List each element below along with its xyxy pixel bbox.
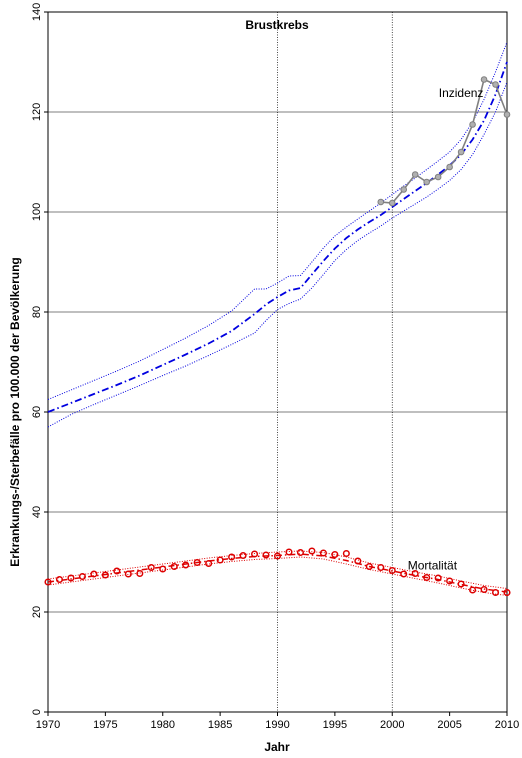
x-tick-label: 1975 bbox=[93, 719, 117, 731]
mortality-data-point bbox=[228, 553, 236, 561]
x-tick-label: 2005 bbox=[437, 719, 461, 731]
mortality-data-point bbox=[400, 570, 408, 578]
series-annotation-label: Inzidenz bbox=[439, 86, 484, 100]
x-tick-label: 1970 bbox=[36, 719, 60, 731]
mortality-data-point bbox=[90, 570, 98, 578]
incidence-lower-bound-line bbox=[47, 81, 508, 428]
x-tick-label: 1990 bbox=[265, 719, 289, 731]
mortality-data-point bbox=[319, 549, 327, 557]
mortality-data-point bbox=[457, 580, 465, 588]
incidence-upper-bound-line bbox=[47, 41, 508, 400]
mortality-data-point bbox=[388, 566, 396, 575]
incidence-data-point bbox=[503, 111, 511, 118]
mortality-data-point bbox=[434, 574, 442, 582]
x-tick-label: 2010 bbox=[495, 719, 519, 731]
mortality-data-point bbox=[239, 551, 247, 560]
mortality-data-point bbox=[216, 556, 224, 564]
incidence-data-point bbox=[377, 198, 385, 206]
mortality-data-point bbox=[308, 547, 316, 555]
incidence-data-point bbox=[446, 163, 453, 171]
incidence-data-point bbox=[388, 199, 396, 207]
mortality-data-point bbox=[446, 577, 454, 585]
mortality-data-point bbox=[101, 571, 109, 579]
mortality-data-point bbox=[67, 574, 75, 582]
mortality-data-point bbox=[480, 585, 488, 594]
y-axis-title: Erkrankungs-/Sterbefälle pro 100.000 der… bbox=[8, 257, 22, 566]
y-tick-label: 120 bbox=[31, 103, 43, 121]
y-tick-label: 140 bbox=[31, 3, 43, 21]
x-tick-label: 1985 bbox=[208, 719, 232, 731]
mortality-data-point bbox=[503, 588, 511, 597]
mortality-data-point bbox=[124, 570, 132, 578]
mortality-trend-line bbox=[47, 553, 508, 593]
x-tick-label: 1980 bbox=[151, 719, 175, 731]
y-tick-label: 60 bbox=[31, 406, 43, 418]
mortality-data-point bbox=[296, 548, 305, 557]
mortality-data-point bbox=[331, 550, 339, 559]
mortality-data-point bbox=[182, 561, 190, 569]
mortality-data-point bbox=[377, 563, 385, 572]
incidence-data-point bbox=[457, 148, 465, 156]
mortality-data-point bbox=[147, 563, 155, 572]
mortality-data-point bbox=[342, 549, 350, 558]
mortality-data-point bbox=[285, 548, 293, 556]
x-tick-label: 2000 bbox=[380, 719, 404, 731]
incidence-data-point bbox=[411, 171, 419, 178]
mortality-data-point bbox=[262, 551, 270, 559]
incidence-data-point bbox=[423, 178, 430, 186]
mortality-data-point bbox=[170, 562, 178, 571]
mortality-data-point bbox=[159, 565, 167, 573]
x-axis-title: Jahr bbox=[264, 740, 290, 754]
incidence-data-point bbox=[400, 186, 408, 193]
y-tick-label: 80 bbox=[31, 306, 43, 318]
mortality-data-point bbox=[44, 578, 52, 586]
mortality-data-point bbox=[469, 586, 477, 594]
incidence-data-point bbox=[434, 173, 442, 181]
mortality-data-point bbox=[78, 572, 86, 581]
incidence-data-point bbox=[480, 76, 488, 83]
mortality-data-point bbox=[136, 569, 144, 578]
incidence-data-point bbox=[469, 121, 476, 128]
mortality-data-point bbox=[205, 559, 213, 568]
mortality-data-point bbox=[411, 569, 419, 578]
y-tick-label: 40 bbox=[31, 506, 43, 518]
mortality-data-point bbox=[354, 557, 362, 565]
y-tick-label: 100 bbox=[31, 203, 43, 221]
series-annotation-label: Mortalität bbox=[408, 559, 458, 573]
y-tick-label: 0 bbox=[31, 709, 43, 715]
mortality-data-point bbox=[273, 552, 282, 560]
mortality-data-point bbox=[251, 550, 259, 558]
mortality-data-point bbox=[491, 588, 500, 597]
mortality-data-point bbox=[113, 567, 121, 575]
incidence-data-point bbox=[492, 81, 499, 88]
mortality-data-point bbox=[423, 573, 431, 582]
x-tick-label: 1995 bbox=[323, 719, 347, 731]
mortality-data-point bbox=[365, 562, 373, 571]
mortality-data-point bbox=[193, 558, 201, 567]
mortality-data-point bbox=[55, 575, 64, 584]
y-tick-label: 20 bbox=[31, 606, 43, 618]
